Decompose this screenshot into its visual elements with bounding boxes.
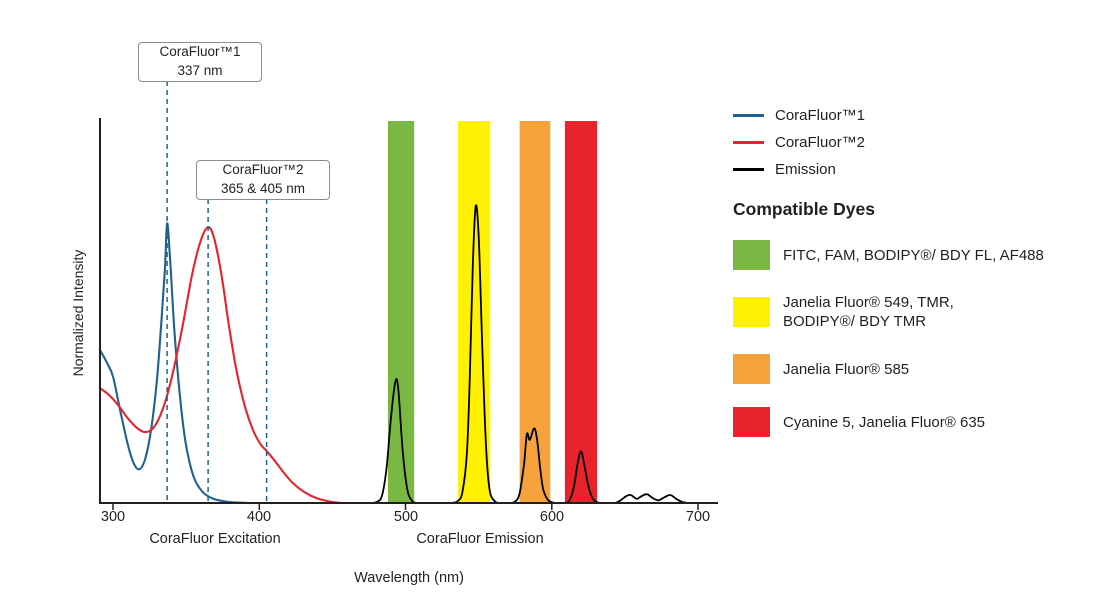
callout-corafluor1-value: 337 nm	[177, 63, 223, 78]
callout-corafluor1: CoraFluor™1 337 nm	[138, 42, 262, 82]
dye-entry-yellow-line1: Janelia Fluor® 549, TMR,	[783, 294, 954, 311]
x-tick-400: 400	[246, 509, 272, 525]
dye-entry-red-label: Cyanine 5, Janelia Fluor® 635	[783, 413, 985, 432]
dye-entry-green-label: FITC, FAM, BODIPY®/ BDY FL, AF488	[783, 246, 1044, 265]
legend-entry-emission-label: Emission	[775, 161, 836, 178]
orange-dye-swatch	[733, 354, 770, 384]
x-tick-700: 700	[685, 509, 711, 525]
dye-entry-orange-line1: Janelia Fluor® 585	[783, 360, 910, 378]
legend: CoraFluor™1 CoraFluor™2 Emission Compati…	[733, 102, 1105, 460]
dye-entry-orange-label: Janelia Fluor® 585	[783, 360, 909, 379]
dye-entry-yellow-line2: BODIPY®/ BDY TMR	[783, 313, 927, 330]
legend-entry-corafluor2: CoraFluor™2	[733, 129, 1105, 156]
yellow-dye-swatch	[733, 297, 770, 327]
callout-corafluor2-title: CoraFluor™2	[222, 162, 304, 178]
filter-band-red	[564, 121, 598, 502]
dye-entry-yellow: Janelia Fluor® 549, TMR, BODIPY®/ BDY TM…	[733, 293, 1105, 331]
filter-band-orange	[519, 121, 551, 502]
legend-entry-corafluor1: CoraFluor™1	[733, 102, 1105, 129]
corafluor2-line-swatch	[733, 141, 764, 144]
x-tick-600: 600	[539, 509, 565, 525]
green-dye-swatch	[733, 240, 770, 270]
corafluor1-line-swatch	[733, 114, 764, 117]
dye-entry-orange: Janelia Fluor® 585	[733, 354, 1105, 384]
emission-line-swatch	[733, 168, 764, 171]
compatible-dyes-heading: Compatible Dyes	[733, 199, 875, 219]
emission-section-label: CoraFluor Emission	[416, 531, 544, 547]
dye-entry-green-line1: FITC, FAM, BODIPY®/ BDY FL, AF488	[783, 246, 1044, 264]
filter-band-green	[387, 121, 415, 502]
dye-entry-red: Cyanine 5, Janelia Fluor® 635	[733, 407, 1105, 437]
y-axis-label: Normalized Intensity	[70, 249, 86, 377]
emission-curve	[334, 204, 689, 504]
callout-corafluor2-value: 365 & 405 nm	[220, 181, 306, 196]
corafluor1-excitation-curve	[98, 222, 252, 505]
x-tick-300: 300	[100, 509, 126, 525]
dye-entry-green: FITC, FAM, BODIPY®/ BDY FL, AF488	[733, 240, 1105, 270]
spectra-chart	[98, 81, 718, 510]
legend-entry-corafluor2-label: CoraFluor™2	[775, 134, 866, 151]
red-dye-swatch	[733, 407, 770, 437]
dye-entry-red-line1: Cyanine 5, Janelia Fluor® 635	[783, 413, 986, 431]
legend-entry-corafluor1-label: CoraFluor™1	[775, 107, 866, 124]
callout-corafluor2: CoraFluor™2 365 & 405 nm	[196, 160, 330, 200]
x-axis-label: Wavelength (nm)	[354, 570, 464, 586]
excitation-section-label: CoraFluor Excitation	[149, 531, 281, 547]
corafluor2-excitation-curve	[98, 226, 343, 505]
x-tick-500: 500	[393, 509, 419, 525]
dye-entry-yellow-label: Janelia Fluor® 549, TMR, BODIPY®/ BDY TM…	[783, 293, 954, 331]
callout-corafluor1-title: CoraFluor™1	[159, 44, 241, 60]
legend-entry-emission: Emission	[733, 156, 1105, 183]
